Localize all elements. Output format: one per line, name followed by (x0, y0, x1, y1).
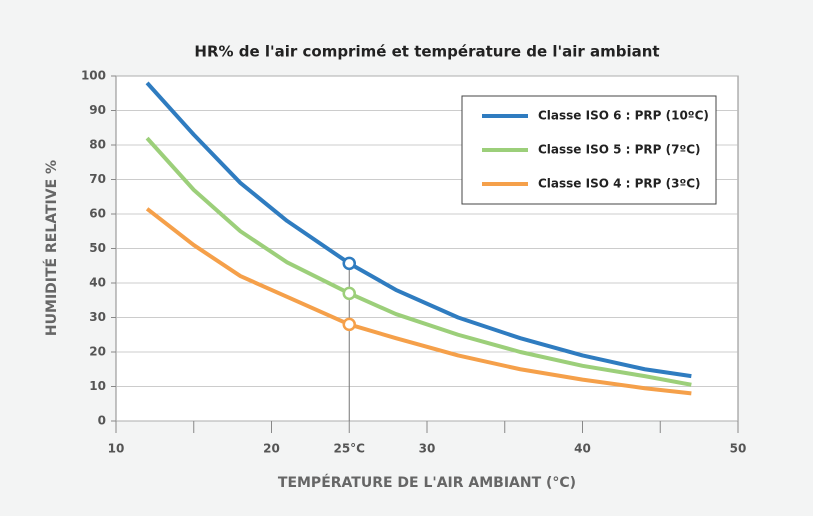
y-tick-label: 90 (89, 103, 106, 117)
x-tick-label: 25°C (333, 442, 365, 456)
x-tick-label: 30 (419, 442, 436, 456)
y-tick-label: 60 (89, 207, 106, 221)
highlight-marker (342, 286, 356, 301)
x-tick-label: 50 (730, 442, 747, 456)
x-tick-label: 20 (263, 442, 280, 456)
y-tick-label: 0 (98, 414, 106, 428)
x-tick-label: 10 (108, 442, 125, 456)
y-tick-label: 10 (89, 379, 106, 393)
y-tick-label: 80 (89, 138, 106, 152)
highlight-marker (342, 256, 356, 271)
y-tick-label: 20 (89, 345, 106, 359)
series-line (145, 207, 692, 396)
legend-label: Classe ISO 6 : PRP (10ºC) (538, 109, 709, 123)
chart-title: HR% de l'air comprimé et température de … (194, 43, 659, 61)
y-tick-label: 30 (89, 310, 106, 324)
y-tick-label: 100 (81, 69, 106, 83)
y-tick-label: 50 (89, 241, 106, 255)
legend-label: Classe ISO 5 : PRP (7ºC) (538, 143, 701, 157)
x-tick-label: 40 (574, 442, 591, 456)
series-line (145, 136, 692, 387)
legend-label: Classe ISO 4 : PRP (3ºC) (538, 177, 701, 191)
x-axis-label: TEMPÉRATURE DE L'AIR AMBIANT (°C) (278, 474, 576, 491)
y-tick-label: 70 (89, 172, 106, 186)
highlight-marker (342, 317, 356, 332)
series-line (145, 81, 692, 379)
y-axis-label: HUMIDITÉ RELATIVE % (43, 160, 60, 336)
y-tick-label: 40 (89, 276, 106, 290)
